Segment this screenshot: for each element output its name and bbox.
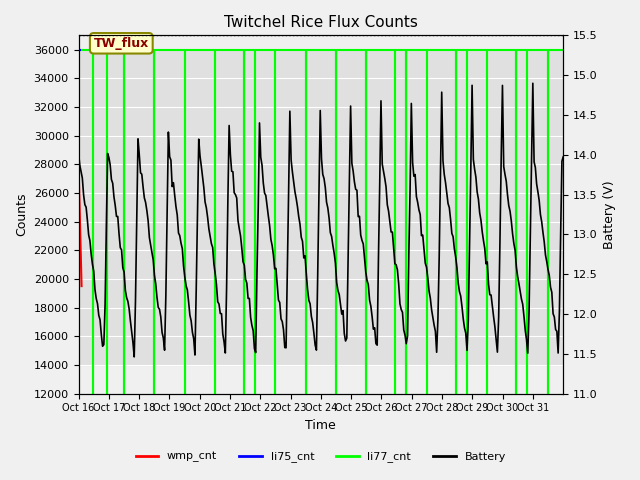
Text: TW_flux: TW_flux	[93, 37, 149, 50]
X-axis label: Time: Time	[305, 419, 336, 432]
Title: Twitchel Rice Flux Counts: Twitchel Rice Flux Counts	[224, 15, 418, 30]
Bar	[79, 49, 563, 365]
Legend: wmp_cnt, li75_cnt, li77_cnt, Battery: wmp_cnt, li75_cnt, li77_cnt, Battery	[131, 447, 510, 467]
Y-axis label: Battery (V): Battery (V)	[604, 180, 616, 249]
Y-axis label: Counts: Counts	[15, 192, 28, 236]
